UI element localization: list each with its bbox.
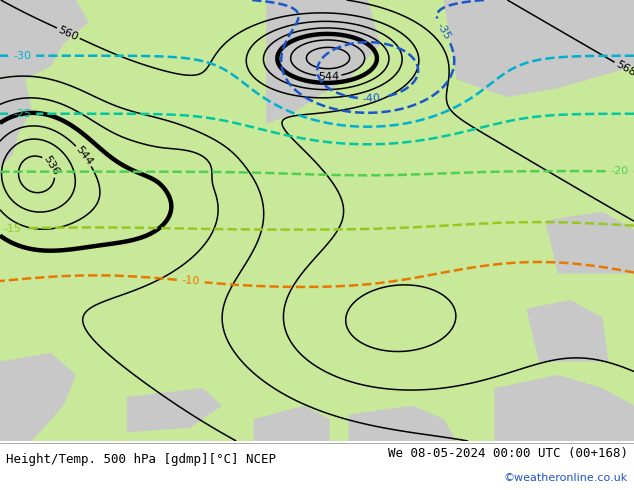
Polygon shape (444, 0, 634, 97)
Polygon shape (349, 406, 456, 441)
Text: 568: 568 (614, 59, 634, 78)
Text: We 08-05-2024 00:00 UTC (00+168): We 08-05-2024 00:00 UTC (00+168) (387, 447, 628, 460)
Polygon shape (545, 212, 634, 273)
Polygon shape (266, 0, 380, 123)
Polygon shape (0, 353, 76, 441)
Text: ©weatheronline.co.uk: ©weatheronline.co.uk (503, 473, 628, 483)
Text: 544: 544 (318, 71, 340, 81)
Text: Height/Temp. 500 hPa [gdmp][°C] NCEP: Height/Temp. 500 hPa [gdmp][°C] NCEP (6, 453, 276, 466)
Text: -10: -10 (181, 275, 200, 287)
Polygon shape (0, 0, 89, 79)
Text: -20: -20 (611, 166, 629, 176)
Polygon shape (0, 0, 634, 441)
Polygon shape (127, 388, 222, 432)
Text: -15: -15 (4, 223, 22, 234)
Text: 544: 544 (74, 145, 94, 167)
Text: 536: 536 (42, 154, 61, 177)
Text: -40: -40 (363, 93, 381, 104)
Polygon shape (254, 406, 330, 441)
Text: -35: -35 (435, 21, 452, 41)
Polygon shape (0, 79, 32, 176)
Polygon shape (526, 300, 609, 362)
Text: 560: 560 (56, 24, 80, 42)
Polygon shape (495, 375, 634, 441)
Text: -25: -25 (13, 109, 31, 119)
Text: -30: -30 (13, 50, 31, 61)
